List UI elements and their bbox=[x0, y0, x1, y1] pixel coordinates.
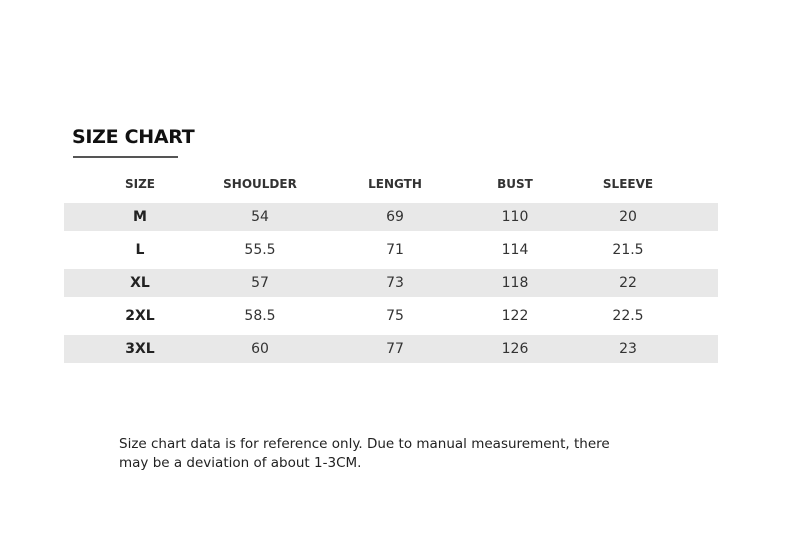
table-cell: 20 bbox=[619, 209, 637, 225]
table-cell: 21.5 bbox=[612, 242, 644, 258]
table-cell: 22.5 bbox=[612, 308, 644, 324]
table-row: XL 57 73 118 22 bbox=[64, 269, 718, 297]
table-cell: XL bbox=[130, 275, 150, 291]
table-cell: 58.5 bbox=[244, 308, 276, 324]
table-cell: LENGTH bbox=[368, 177, 422, 191]
table-cell: SHOULDER bbox=[223, 177, 297, 191]
title-underline bbox=[73, 156, 178, 158]
table-row: L 55.5 71 114 21.5 bbox=[64, 236, 718, 264]
table-cell: 69 bbox=[386, 209, 404, 225]
table-cell: 55.5 bbox=[244, 242, 276, 258]
table-cell: 77 bbox=[386, 341, 404, 357]
table-cell: BUST bbox=[497, 177, 533, 191]
table-cell: 54 bbox=[251, 209, 269, 225]
table-row: 2XL 58.5 75 122 22.5 bbox=[64, 302, 718, 330]
table-cell: 73 bbox=[386, 275, 404, 291]
table-cell: 75 bbox=[386, 308, 404, 324]
table-cell: M bbox=[133, 209, 147, 225]
table-header: SIZE SHOULDER LENGTH BUST SLEEVE bbox=[64, 170, 718, 198]
disclaimer-note: Size chart data is for reference only. D… bbox=[119, 436, 610, 471]
table-row: M 54 69 110 20 bbox=[64, 203, 718, 231]
table-cell: 60 bbox=[251, 341, 269, 357]
table-cell: 3XL bbox=[125, 341, 155, 357]
table-cell: 23 bbox=[619, 341, 637, 357]
table-cell: 57 bbox=[251, 275, 269, 291]
table-cell: 118 bbox=[501, 275, 529, 291]
table-row: 3XL 60 77 126 23 bbox=[64, 335, 718, 363]
table-cell: 2XL bbox=[125, 308, 155, 324]
table-cell: L bbox=[135, 242, 145, 258]
table-cell: 71 bbox=[386, 242, 404, 258]
table-cell: SLEEVE bbox=[602, 177, 654, 191]
table-cell: 122 bbox=[501, 308, 529, 324]
page-title: SIZE CHART bbox=[72, 126, 195, 148]
table-cell: SIZE bbox=[124, 177, 155, 191]
table-cell: 22 bbox=[619, 275, 637, 291]
table-cell: 110 bbox=[501, 209, 529, 225]
table-cell: 114 bbox=[501, 242, 529, 258]
table-cell: 126 bbox=[501, 341, 529, 357]
